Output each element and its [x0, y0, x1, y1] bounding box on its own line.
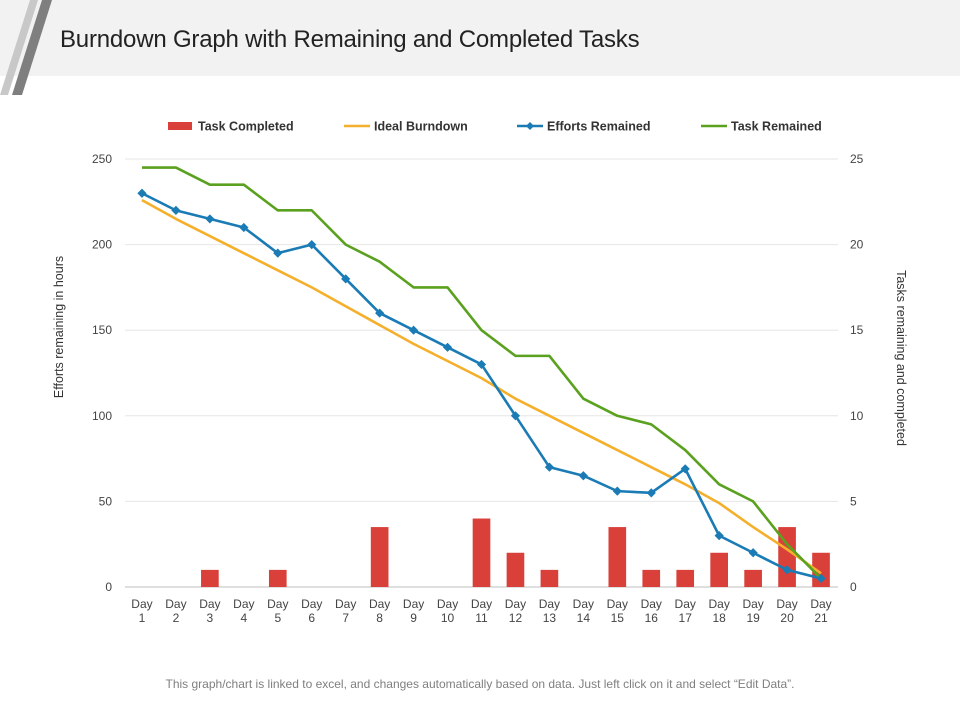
y-right-tick-label: 20 — [850, 238, 864, 252]
y-left-tick-label: 250 — [92, 152, 112, 166]
bar-task-completed — [370, 527, 389, 587]
x-tick-label: Day 5 — [267, 597, 288, 625]
legend: Task Completed Ideal Burndown Efforts Rema… — [168, 120, 822, 134]
y-left-tick-label: 50 — [99, 494, 113, 508]
bar-task-completed — [744, 569, 762, 587]
marker-efforts-remained — [408, 325, 419, 335]
page-title: Burndown Graph with Remaining and Comple… — [60, 26, 640, 53]
deco-stripe-light — [0, 0, 38, 95]
y-axis-left-title: Efforts remaining in hours — [52, 256, 66, 398]
bar-task-completed — [676, 569, 695, 587]
marker-efforts-remained — [612, 486, 622, 496]
bar-task-completed — [472, 518, 491, 587]
x-tick-label: Day 10 — [437, 597, 458, 625]
marker-efforts-remained — [748, 548, 758, 558]
marker-efforts-remained — [646, 488, 656, 498]
marker-efforts-remained — [476, 359, 487, 370]
marker-efforts-remained — [171, 205, 181, 215]
legend-label: Task Completed — [198, 120, 294, 134]
x-tick-label: Day 18 — [708, 597, 729, 625]
line-ideal-burndown — [141, 198, 822, 575]
footnote: This graph/chart is linked to excel, and… — [165, 677, 795, 691]
y-right-tick-label: 5 — [850, 494, 857, 508]
y-left-tick-label: 200 — [92, 238, 112, 252]
legend-swatch-marker — [526, 122, 534, 130]
x-tick-label: Day 15 — [607, 597, 628, 625]
x-tick-label: Day 14 — [573, 597, 594, 625]
marker-efforts-remained — [239, 222, 249, 233]
marker-efforts-remained — [307, 240, 317, 250]
title-band — [0, 0, 960, 76]
legend-label: Ideal Burndown — [374, 120, 468, 134]
efforts-markers — [137, 188, 826, 584]
x-tick-label: Day 17 — [675, 597, 696, 625]
marker-efforts-remained — [375, 308, 385, 318]
legend-label: Task Remained — [731, 120, 822, 134]
x-tick-label: Day 8 — [369, 597, 390, 625]
bar-task-completed — [506, 552, 525, 587]
marker-efforts-remained — [782, 565, 792, 575]
marker-efforts-remained — [816, 573, 826, 584]
bar-task-completed — [540, 569, 559, 587]
marker-efforts-remained — [544, 462, 555, 472]
x-tick-label: Day 19 — [742, 597, 763, 625]
x-tick-label: Day 4 — [233, 597, 254, 625]
x-tick-label: Day 13 — [539, 597, 560, 625]
x-tick-label: Day 11 — [471, 597, 492, 625]
x-tick-label: Day 21 — [810, 597, 831, 625]
marker-efforts-remained — [714, 531, 724, 541]
x-axis-ticks: Day 1 Day 2 Day 3 Day 4 Day 5 Day 6 Day 7 Day 8 Day 9 Day 1… — [131, 597, 831, 625]
y-axis-left-ticks: 0 50 100 150 200 250 — [92, 152, 112, 594]
x-tick-label: Day 6 — [301, 597, 322, 625]
legend-swatch-bar — [168, 122, 192, 130]
y-right-tick-label: 10 — [850, 409, 864, 423]
bar-task-completed — [608, 527, 627, 587]
y-axis-right-title: Tasks remaining and completed — [894, 270, 908, 446]
marker-efforts-remained — [680, 464, 690, 474]
bar-task-completed — [201, 569, 219, 587]
bar-task-completed — [710, 552, 728, 587]
y-left-tick-label: 100 — [92, 409, 112, 423]
decorative-stripes — [0, 0, 52, 95]
x-tick-label: Day 3 — [199, 597, 220, 625]
x-tick-label: Day 16 — [641, 597, 662, 625]
bar-task-completed — [268, 569, 287, 587]
line-task-remained — [141, 166, 822, 580]
y-left-tick-label: 0 — [105, 580, 112, 594]
marker-efforts-remained — [137, 188, 147, 198]
y-left-tick-label: 150 — [92, 323, 112, 337]
y-axis-right-ticks: 0 5 10 15 20 25 — [850, 152, 864, 594]
marker-efforts-remained — [510, 411, 521, 421]
x-tick-label: Day 20 — [776, 597, 797, 625]
x-tick-label: Day 12 — [505, 597, 526, 625]
x-tick-label: Day 1 — [131, 597, 152, 625]
marker-efforts-remained — [578, 471, 588, 481]
x-tick-label: Day 2 — [165, 597, 186, 625]
y-right-tick-label: 25 — [850, 152, 864, 166]
y-right-tick-label: 15 — [850, 323, 864, 337]
bar-task-completed — [642, 569, 661, 587]
marker-efforts-remained — [341, 274, 351, 284]
x-tick-label: Day 9 — [403, 597, 424, 625]
marker-efforts-remained — [442, 342, 453, 352]
y-right-tick-label: 0 — [850, 580, 857, 594]
deco-stripe-dark — [12, 0, 52, 95]
bars-task-completed — [201, 518, 830, 587]
x-tick-label: Day 7 — [335, 597, 356, 625]
marker-efforts-remained — [273, 248, 283, 258]
legend-label: Efforts Remained — [547, 120, 651, 134]
marker-efforts-remained — [205, 214, 215, 224]
